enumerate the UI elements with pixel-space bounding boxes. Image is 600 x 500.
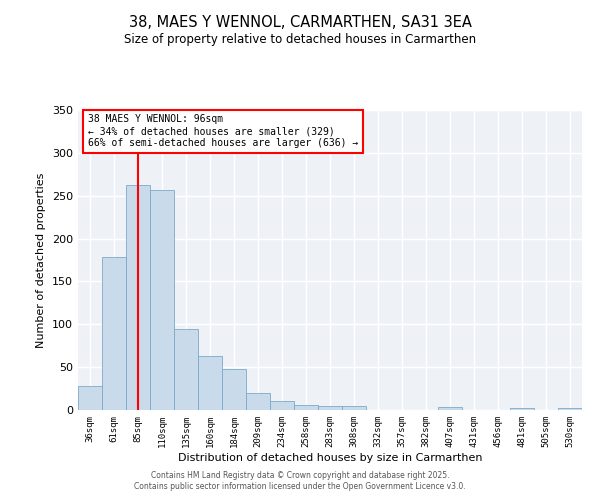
Bar: [246, 393, 270, 410]
Bar: [222, 369, 246, 410]
Bar: [78, 386, 102, 410]
Bar: [150, 190, 174, 410]
Bar: [510, 408, 534, 410]
Text: 38 MAES Y WENNOL: 96sqm
← 34% of detached houses are smaller (329)
66% of semi-d: 38 MAES Y WENNOL: 96sqm ← 34% of detache…: [88, 114, 358, 148]
Bar: [438, 408, 462, 410]
Text: Size of property relative to detached houses in Carmarthen: Size of property relative to detached ho…: [124, 32, 476, 46]
Bar: [174, 328, 198, 410]
Bar: [102, 258, 126, 410]
Text: Contains public sector information licensed under the Open Government Licence v3: Contains public sector information licen…: [134, 482, 466, 491]
Bar: [558, 408, 582, 410]
Bar: [294, 405, 318, 410]
Text: 38, MAES Y WENNOL, CARMARTHEN, SA31 3EA: 38, MAES Y WENNOL, CARMARTHEN, SA31 3EA: [128, 15, 472, 30]
Bar: [198, 356, 222, 410]
Y-axis label: Number of detached properties: Number of detached properties: [37, 172, 46, 348]
X-axis label: Distribution of detached houses by size in Carmarthen: Distribution of detached houses by size …: [178, 452, 482, 462]
Text: Contains HM Land Registry data © Crown copyright and database right 2025.: Contains HM Land Registry data © Crown c…: [151, 471, 449, 480]
Bar: [342, 406, 366, 410]
Bar: [318, 406, 342, 410]
Bar: [270, 400, 294, 410]
Bar: [126, 184, 150, 410]
